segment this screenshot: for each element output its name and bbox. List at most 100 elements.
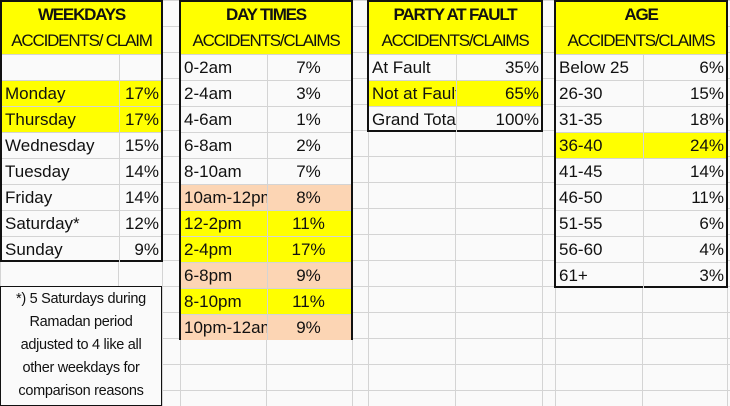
row-value: 24% bbox=[689, 136, 724, 155]
row-value: 6% bbox=[699, 214, 724, 233]
row-label: Wednesday bbox=[2, 133, 120, 158]
row-label: Monday bbox=[2, 81, 120, 106]
party-at-fault-table: PARTY AT FAULT ACCIDENTS/CLAIMS At Fault… bbox=[367, 0, 543, 132]
table-row: 31-35 18% bbox=[556, 106, 726, 132]
row-value: 15% bbox=[124, 136, 159, 155]
row-label: Below 25 bbox=[556, 55, 644, 80]
party-at-fault-title: PARTY AT FAULT bbox=[369, 2, 541, 28]
row-value: 3% bbox=[296, 84, 321, 103]
row-label: 6-8am bbox=[181, 133, 268, 158]
row-value: 9% bbox=[134, 240, 159, 259]
row-label: 2-4pm bbox=[181, 237, 268, 262]
table-row: 56-60 4% bbox=[556, 236, 726, 262]
note-line: *) 5 Saturdays during bbox=[16, 291, 146, 307]
age-table: AGE ACCIDENTS/CLAIMS Below 25 6% 26-30 15% 3… bbox=[554, 0, 728, 288]
row-label: 46-50 bbox=[556, 185, 644, 210]
row-label: Thursday bbox=[2, 107, 120, 132]
table-row: 6-8am 2% bbox=[181, 132, 351, 158]
row-label: 4-6am bbox=[181, 107, 268, 132]
table-row: Wednesday 15% bbox=[2, 132, 161, 158]
row-label: Not at Fault bbox=[369, 81, 457, 106]
row-value: 11% bbox=[691, 188, 724, 207]
row-value: 14% bbox=[124, 188, 159, 207]
row-label: Saturday* bbox=[2, 211, 120, 236]
row-value bbox=[120, 55, 161, 80]
saturday-note: *) 5 Saturdays during Ramadan period adj… bbox=[0, 286, 162, 406]
row-value: 7% bbox=[296, 162, 321, 181]
row-value: 17% bbox=[291, 240, 326, 259]
table-row: 10pm-12am 9% bbox=[181, 314, 351, 340]
grid-line bbox=[455, 0, 456, 406]
table-row: Not at Fault 65% bbox=[369, 80, 541, 106]
note-line: Ramadan period bbox=[29, 314, 133, 330]
row-label: 0-2am bbox=[181, 55, 268, 80]
row-label: 6-8pm bbox=[181, 263, 268, 288]
day-times-title: DAY TIMES bbox=[181, 2, 351, 28]
table-row: Monday 17% bbox=[2, 80, 161, 106]
row-value: 17% bbox=[124, 84, 159, 103]
table-row: 36-40 24% bbox=[556, 132, 726, 158]
row-value: 17% bbox=[124, 110, 159, 129]
table-row: 12-2pm 11% bbox=[181, 210, 351, 236]
table-row: 8-10pm 11% bbox=[181, 288, 351, 314]
table-row bbox=[2, 54, 161, 80]
row-label: Friday bbox=[2, 185, 120, 210]
table-row: Thursday 17% bbox=[2, 106, 161, 132]
note-line: other weekdays for bbox=[22, 360, 140, 376]
row-label: Tuesday bbox=[2, 159, 120, 184]
grid-line bbox=[542, 0, 543, 406]
row-value: 14% bbox=[689, 162, 724, 181]
day-times-table: DAY TIMES ACCIDENTS/CLAIMS 0-2am 7% 2-4am 3… bbox=[179, 0, 353, 340]
weekdays-subtitle: ACCIDENTS/ CLAIM bbox=[2, 28, 161, 54]
row-label: 2-4am bbox=[181, 81, 268, 106]
row-value: 11% bbox=[292, 292, 325, 311]
table-row: 46-50 11% bbox=[556, 184, 726, 210]
table-row: 6-8pm 9% bbox=[181, 262, 351, 288]
table-row: 2-4am 3% bbox=[181, 80, 351, 106]
row-value: 9% bbox=[296, 266, 321, 285]
table-row: Tuesday 14% bbox=[2, 158, 161, 184]
table-row: 0-2am 7% bbox=[181, 54, 351, 80]
party-at-fault-subtitle: ACCIDENTS/CLAIMS bbox=[369, 28, 541, 54]
table-row: 10am-12pm 8% bbox=[181, 184, 351, 210]
table-row: 8-10am 7% bbox=[181, 158, 351, 184]
table-row: 4-6am 1% bbox=[181, 106, 351, 132]
note-line: adjusted to 4 like all bbox=[20, 337, 142, 353]
row-label: 26-30 bbox=[556, 81, 644, 106]
grid-line bbox=[368, 0, 369, 406]
row-value: 100% bbox=[495, 110, 539, 129]
row-label: At Fault bbox=[369, 55, 457, 80]
weekdays-table: WEEKDAYS ACCIDENTS/ CLAIM Monday 17% Thurs… bbox=[0, 0, 163, 262]
day-times-subtitle: ACCIDENTS/CLAIMS bbox=[181, 28, 351, 54]
row-value: 6% bbox=[699, 58, 724, 77]
row-label bbox=[2, 55, 120, 80]
row-value: 15% bbox=[689, 84, 724, 103]
row-label: 36-40 bbox=[556, 133, 644, 158]
row-value: 35% bbox=[504, 58, 539, 77]
row-value: 7% bbox=[296, 58, 321, 77]
table-row: At Fault 35% bbox=[369, 54, 541, 80]
row-label: 10am-12pm bbox=[181, 185, 268, 210]
table-row: Sunday 9% bbox=[2, 236, 161, 262]
row-value: 8% bbox=[296, 188, 321, 207]
row-value: 14% bbox=[124, 162, 159, 181]
row-value: 9% bbox=[296, 318, 321, 337]
row-label: 41-45 bbox=[556, 159, 644, 184]
table-row: 61+ 3% bbox=[556, 262, 726, 288]
row-value: 2% bbox=[296, 136, 321, 155]
row-value: 65% bbox=[504, 84, 539, 103]
table-row: Below 25 6% bbox=[556, 54, 726, 80]
row-label: 8-10am bbox=[181, 159, 268, 184]
table-row: 51-55 6% bbox=[556, 210, 726, 236]
row-label: Grand Total bbox=[369, 107, 457, 132]
weekdays-title: WEEKDAYS bbox=[2, 2, 161, 28]
row-label: 61+ bbox=[556, 263, 644, 288]
table-row: 26-30 15% bbox=[556, 80, 726, 106]
row-label: 8-10pm bbox=[181, 289, 268, 314]
row-label: 31-35 bbox=[556, 107, 644, 132]
table-row: 41-45 14% bbox=[556, 158, 726, 184]
row-value: 3% bbox=[699, 266, 724, 285]
age-title: AGE bbox=[556, 2, 726, 28]
note-line: comparison reasons bbox=[18, 383, 144, 399]
row-value: 1% bbox=[296, 110, 321, 129]
